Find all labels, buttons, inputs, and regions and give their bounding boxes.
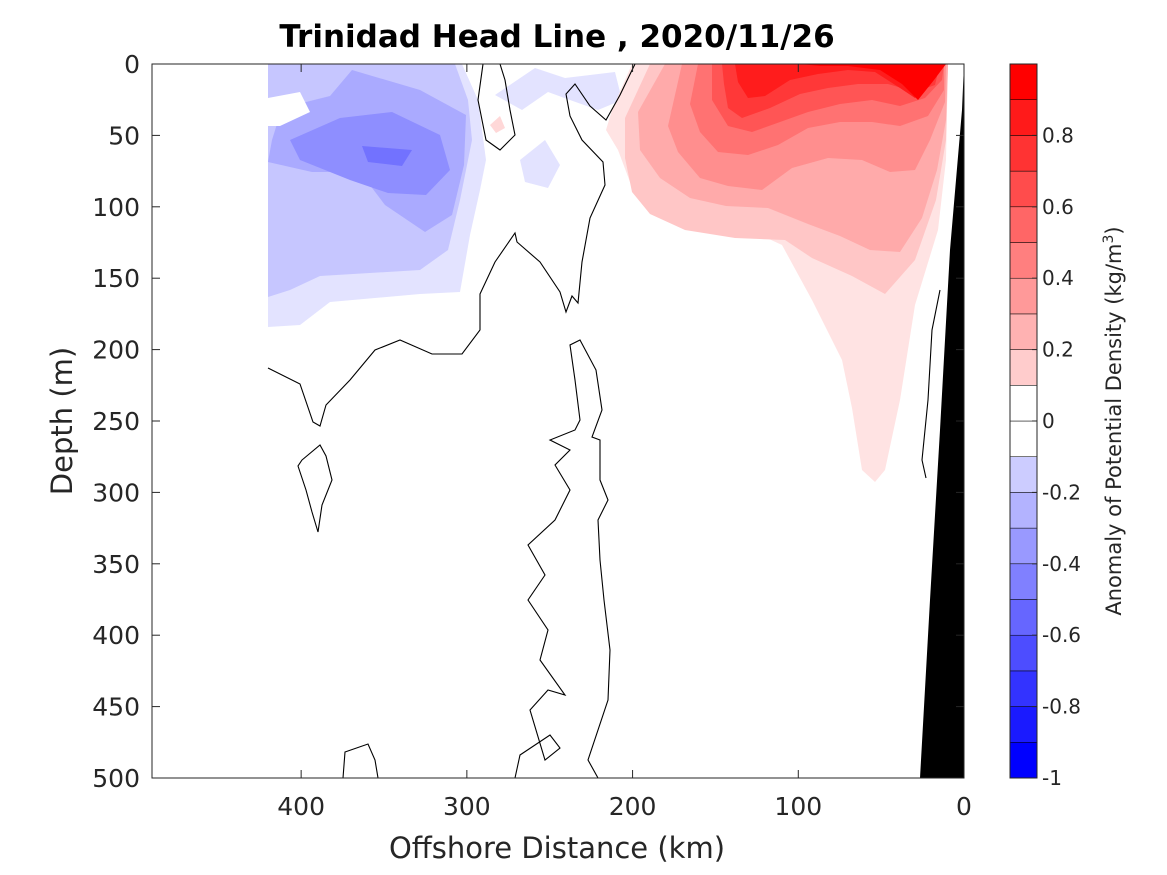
- colorbar-tick-label: 0.6: [1042, 195, 1074, 219]
- chart-title: Trinidad Head Line , 2020/11/26: [279, 19, 834, 55]
- y-tick-label: 100: [92, 193, 140, 222]
- colorbar-segment: [1009, 63, 1038, 100]
- colorbar-segment: [1009, 420, 1038, 457]
- colorbar-segment: [1009, 599, 1038, 636]
- zero-contour-line-6: [921, 289, 941, 479]
- y-tick-label: 300: [92, 478, 140, 507]
- zero-contour-line-4: [514, 339, 611, 778]
- x-axis-label: Offshore Distance (km): [389, 831, 725, 865]
- zero-contour-line-1: [267, 64, 636, 427]
- colorbar-segment: [1009, 527, 1038, 565]
- colorbar-tick-label: 0.2: [1042, 338, 1074, 362]
- colorbar-tick-label: 0: [1042, 409, 1055, 433]
- zero-contour-line-5: [342, 743, 379, 778]
- x-tick-label: 400: [277, 792, 325, 821]
- y-axis-label: Depth (m): [45, 347, 79, 495]
- colorbar-tick-label: 0.4: [1042, 266, 1074, 290]
- zero-contour-line-3: [297, 444, 333, 533]
- colorbar-ticks: -1 -0.8 -0.6 -0.4 -0.2 0 0.2 0.4 0.6 0.8: [1032, 123, 1081, 790]
- colorbar-segment: [1009, 385, 1038, 422]
- y-tick-label: 350: [92, 550, 140, 579]
- y-tick-label: 250: [92, 407, 140, 436]
- x-tick-label: 300: [443, 792, 491, 821]
- colorbar-segment: [1009, 99, 1038, 136]
- colorbar-segment: [1009, 706, 1038, 743]
- y-axis: 0 50 100 150 200 250 300 350 400 450 500: [92, 50, 964, 793]
- colorbar-tick-label: -0.2: [1042, 480, 1081, 504]
- contour-band-neg-0.5: [362, 146, 412, 166]
- contour-band-neg-white-pocket: [268, 92, 310, 126]
- x-axis: 400 300 200 100 0: [277, 64, 972, 821]
- bathymetry-fill: [920, 64, 964, 778]
- y-tick-label: 450: [92, 693, 140, 722]
- y-tick-label: 50: [108, 121, 140, 150]
- colorbar-label: Anomaly of Potential Density (kg/m3): [1101, 226, 1126, 615]
- y-tick-label: 200: [92, 336, 140, 365]
- colorbar-segment: [1009, 456, 1038, 493]
- colorbar-segment: [1009, 349, 1038, 386]
- colorbar-tick-label: -0.4: [1042, 552, 1081, 576]
- colorbar-tick-label: 0.8: [1042, 123, 1074, 147]
- y-tick-label: 500: [92, 764, 140, 793]
- x-tick-label: 0: [956, 792, 972, 821]
- colorbar-segment: [1009, 313, 1038, 350]
- zero-contour-line-2: [477, 64, 516, 151]
- contour-band-neg-small: [495, 68, 622, 110]
- contour-band-neg-small2: [520, 140, 560, 188]
- colorbar-tick-label: -0.6: [1042, 623, 1081, 647]
- colorbar-segment: [1009, 492, 1038, 529]
- colorbar-segment: [1009, 135, 1038, 172]
- x-tick-label: 100: [774, 792, 822, 821]
- colorbar-segment: [1009, 206, 1038, 243]
- contour-field: [152, 64, 964, 778]
- x-tick-label: 200: [609, 792, 657, 821]
- y-tick-label: 400: [92, 621, 140, 650]
- colorbar-segment: [1009, 563, 1038, 600]
- contour-band-pos-small: [490, 116, 505, 133]
- colorbar-tick-label: -0.8: [1042, 695, 1081, 719]
- colorbar-segment: [1009, 670, 1038, 707]
- colorbar-segment: [1009, 742, 1038, 779]
- y-tick-label: 150: [92, 264, 140, 293]
- zero-contours: [267, 64, 941, 778]
- y-tick-label: 0: [124, 50, 140, 79]
- colorbar-segment: [1009, 277, 1038, 315]
- colorbar-segment: [1009, 242, 1038, 279]
- colorbar-segment: [1009, 170, 1038, 208]
- colorbar-tick-label: -1: [1042, 766, 1062, 790]
- contour-band-pos-0.9: [800, 64, 946, 100]
- colorbar-segment: [1009, 634, 1038, 672]
- colorbar: [1009, 63, 1038, 779]
